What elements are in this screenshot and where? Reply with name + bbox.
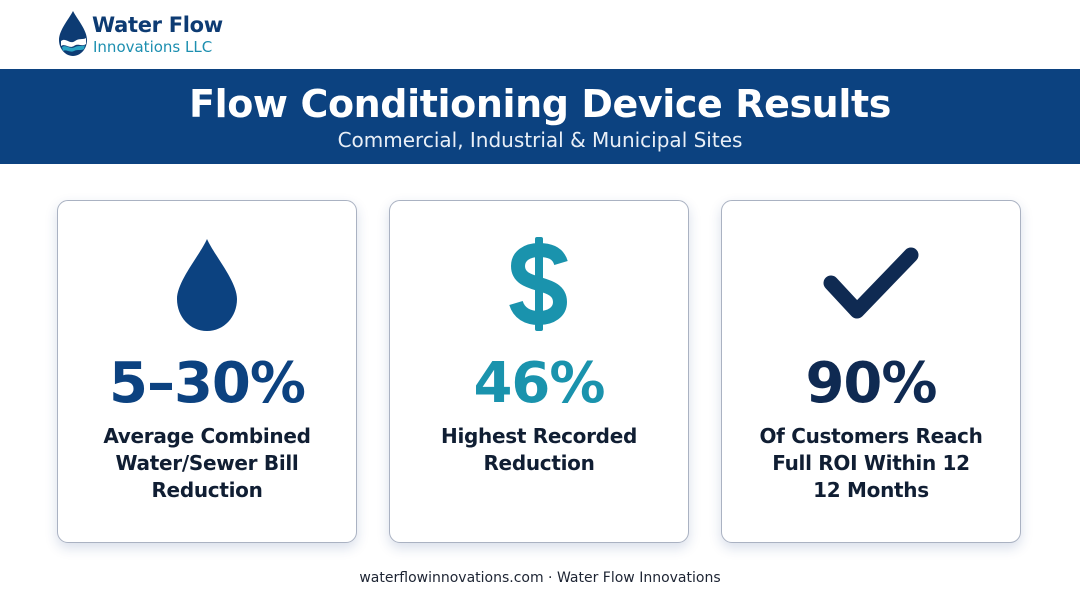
stat-card-bill-reduction: 5–30% Average Combined Water/Sewer Bill … xyxy=(57,200,357,543)
brand-name: Water Flow xyxy=(92,13,223,37)
stat-value: 5–30% xyxy=(108,351,306,416)
page-subtitle: Commercial, Industrial & Municipal Sites xyxy=(337,128,743,152)
stat-description-line: Average Combined xyxy=(103,424,311,448)
checkmark-icon xyxy=(823,247,919,319)
stat-description-line: Highest Recorded xyxy=(441,424,637,448)
stat-value: 90% xyxy=(805,351,937,416)
stat-description-line: Reduction xyxy=(483,451,595,475)
stat-card-roi: 90% Of Customers Reach Full ROI Within 1… xyxy=(721,200,1021,543)
title-banner: Flow Conditioning Device Results Commerc… xyxy=(0,69,1080,164)
stat-description: Highest Recorded Reduction xyxy=(400,423,678,477)
water-drop-icon xyxy=(177,239,237,331)
dollar-sign-icon xyxy=(509,237,568,331)
footer-text: waterflowinnovations.com · Water Flow In… xyxy=(359,570,721,586)
brand-subtitle: Innovations LLC xyxy=(93,38,213,56)
stat-description: Of Customers Reach Full ROI Within 12 12… xyxy=(732,423,1010,504)
stat-description: Average Combined Water/Sewer Bill Reduct… xyxy=(68,423,346,504)
page-title: Flow Conditioning Device Results xyxy=(189,82,891,126)
stat-description-line: 12 Months xyxy=(813,478,929,502)
stat-card-highest-reduction: 46% Highest Recorded Reduction xyxy=(389,200,689,543)
stat-description-line: Full ROI Within 12 xyxy=(772,451,970,475)
stat-value: 46% xyxy=(473,351,605,416)
stat-description-line: Water/Sewer Bill xyxy=(115,451,299,475)
stat-description-line: Of Customers Reach xyxy=(759,424,983,448)
water-drop-waves-icon xyxy=(59,11,87,56)
stat-description-line: Reduction xyxy=(151,478,263,502)
